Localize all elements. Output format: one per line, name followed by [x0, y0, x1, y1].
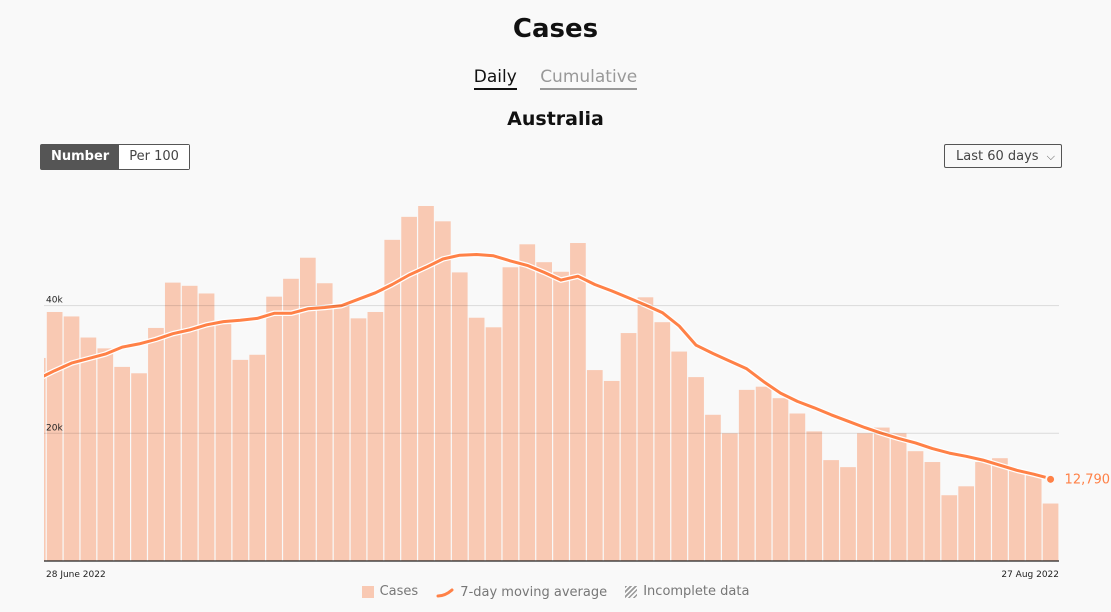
bar-cases — [97, 348, 114, 561]
chart-title: Cases — [512, 14, 599, 44]
bar-cases — [468, 317, 485, 561]
bar-cases — [553, 271, 569, 561]
bar-cases — [80, 337, 97, 561]
number-button[interactable]: Number — [41, 145, 120, 169]
bar-cases — [63, 316, 80, 561]
range-select[interactable]: Last 60 days ⌵ — [944, 144, 1062, 168]
last-value-label: 12,790 — [1065, 472, 1111, 487]
bar-cases — [401, 216, 417, 561]
bar-cases — [131, 373, 147, 561]
bar-cases — [755, 386, 772, 561]
range-select-value: Last 60 days — [956, 149, 1039, 164]
bar-cases — [536, 262, 552, 561]
legend-cases: Cases — [361, 584, 418, 599]
bar-cases — [249, 354, 266, 561]
x-label-start: 28 June 2022 — [46, 570, 106, 580]
measure-toggle: Number Per 100 — [40, 144, 190, 170]
bar-cases — [890, 433, 907, 561]
bar-cases — [451, 272, 468, 561]
bar-swatch-icon — [361, 585, 374, 598]
bar-cases — [924, 462, 941, 561]
legend-moving-average: 7-day moving average — [436, 585, 607, 600]
bar-cases — [705, 414, 721, 561]
bar-cases — [1042, 503, 1059, 561]
tab-cumulative[interactable]: Cumulative — [540, 67, 638, 90]
bar-cases — [148, 327, 164, 561]
bar-cases — [992, 458, 1008, 561]
line-swatch-icon — [436, 588, 454, 597]
tab-daily[interactable]: Daily — [473, 67, 517, 90]
bar-cases — [384, 239, 401, 561]
y-tick-label: 20k — [46, 423, 63, 433]
bar-cases — [654, 322, 671, 561]
bar-cases — [215, 324, 232, 561]
region-title: Australia — [507, 108, 604, 130]
bar-cases — [114, 366, 130, 561]
bar-cases — [181, 285, 198, 561]
bar-cases — [367, 311, 384, 561]
bar-cases — [350, 318, 367, 561]
view-tabs: Daily Cumulative — [0, 67, 1111, 90]
bar-cases — [44, 357, 46, 561]
bar-cases — [164, 282, 181, 561]
y-tick-label: 40k — [46, 296, 63, 306]
bar-cases — [873, 427, 890, 561]
per-100-button[interactable]: Per 100 — [119, 145, 189, 169]
last-value-dot — [1047, 475, 1055, 483]
bar-cases — [772, 398, 789, 561]
bar-cases — [283, 278, 299, 561]
bar-cases — [603, 380, 620, 561]
bar-cases — [232, 359, 249, 561]
bar-cases — [46, 311, 63, 561]
bar-cases — [671, 351, 688, 561]
bar-cases — [418, 205, 434, 561]
bar-cases — [806, 431, 823, 561]
bar-cases — [907, 451, 924, 561]
moving-average-line — [44, 253, 1046, 479]
bar-cases — [502, 267, 519, 561]
legend-incomplete: Incomplete data — [625, 584, 749, 599]
hatch-swatch-icon — [625, 585, 638, 598]
bar-cases — [941, 495, 958, 561]
bar-cases — [586, 370, 603, 561]
bar-cases — [316, 283, 333, 561]
bar-cases — [975, 462, 991, 561]
bar-cases — [840, 467, 856, 561]
bar-cases — [823, 460, 839, 561]
bar-cases — [620, 333, 637, 561]
bar-cases — [637, 297, 654, 561]
bar-cases — [485, 327, 502, 561]
bar-cases — [333, 305, 350, 561]
plot-area — [44, 205, 1059, 562]
x-label-end: 27 Aug 2022 — [1001, 570, 1059, 580]
bar-cases — [300, 257, 316, 561]
bar-cases — [435, 221, 451, 561]
bar-cases — [570, 243, 586, 562]
bar-cases — [1008, 470, 1025, 561]
bar-cases — [198, 293, 215, 561]
chevron-down-icon: ⌵ — [1046, 150, 1055, 163]
bar-cases — [266, 296, 282, 561]
bar-cases — [519, 244, 536, 561]
bar-cases — [722, 433, 738, 561]
bar-cases — [789, 413, 806, 561]
bar-cases — [738, 389, 755, 561]
bar-cases — [688, 377, 704, 561]
bar-cases — [958, 486, 974, 561]
bar-cases — [1025, 474, 1042, 561]
bar-cases — [857, 433, 873, 561]
legend: Cases 7-day moving average Incomplete da… — [0, 584, 1111, 602]
